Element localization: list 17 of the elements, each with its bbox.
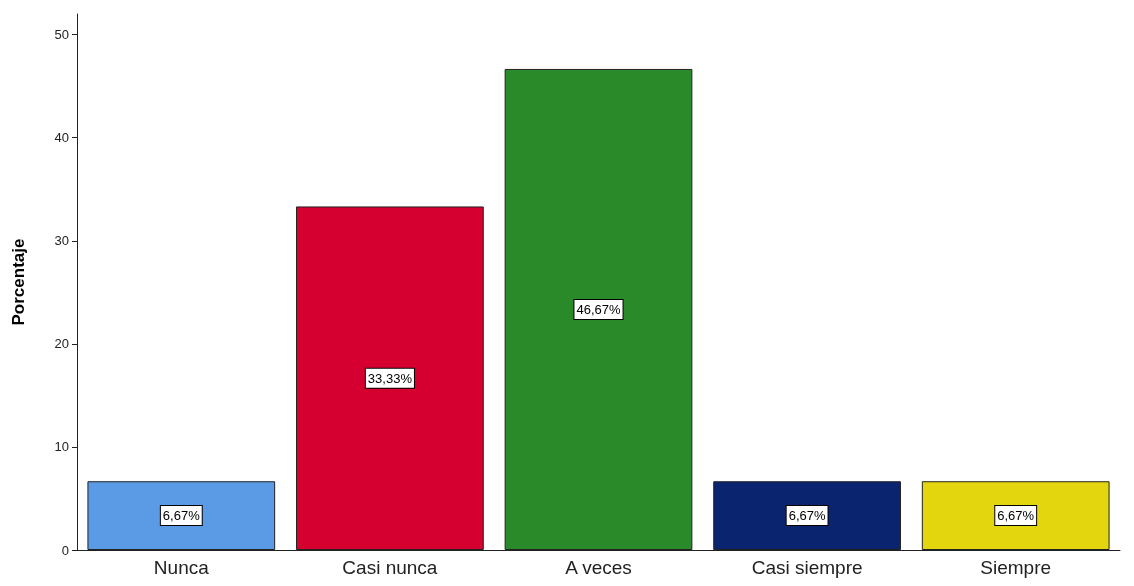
data-label: 6,67%: [162, 508, 201, 524]
x-tick-label: A veces: [565, 557, 632, 578]
x-tick-label: Casi siempre: [751, 557, 863, 578]
data-label: 33,33%: [367, 370, 413, 386]
y-tick-label: 40: [54, 130, 69, 146]
y-axis-title: Porcentaje: [9, 238, 28, 326]
data-label: 46,67%: [576, 301, 621, 317]
x-tick-label: Nunca: [153, 557, 210, 578]
x-tick-label: Siempre: [980, 557, 1052, 578]
y-tick-label: 50: [54, 27, 69, 43]
y-tick-label: 0: [61, 542, 69, 558]
y-tick-label: 10: [54, 439, 69, 455]
data-label: 6,67%: [997, 508, 1035, 524]
y-tick-label: 20: [54, 336, 69, 352]
data-label: 6,67%: [788, 508, 826, 524]
y-tick-label: 30: [54, 233, 69, 249]
x-tick-label: Casi nunca: [342, 557, 438, 578]
